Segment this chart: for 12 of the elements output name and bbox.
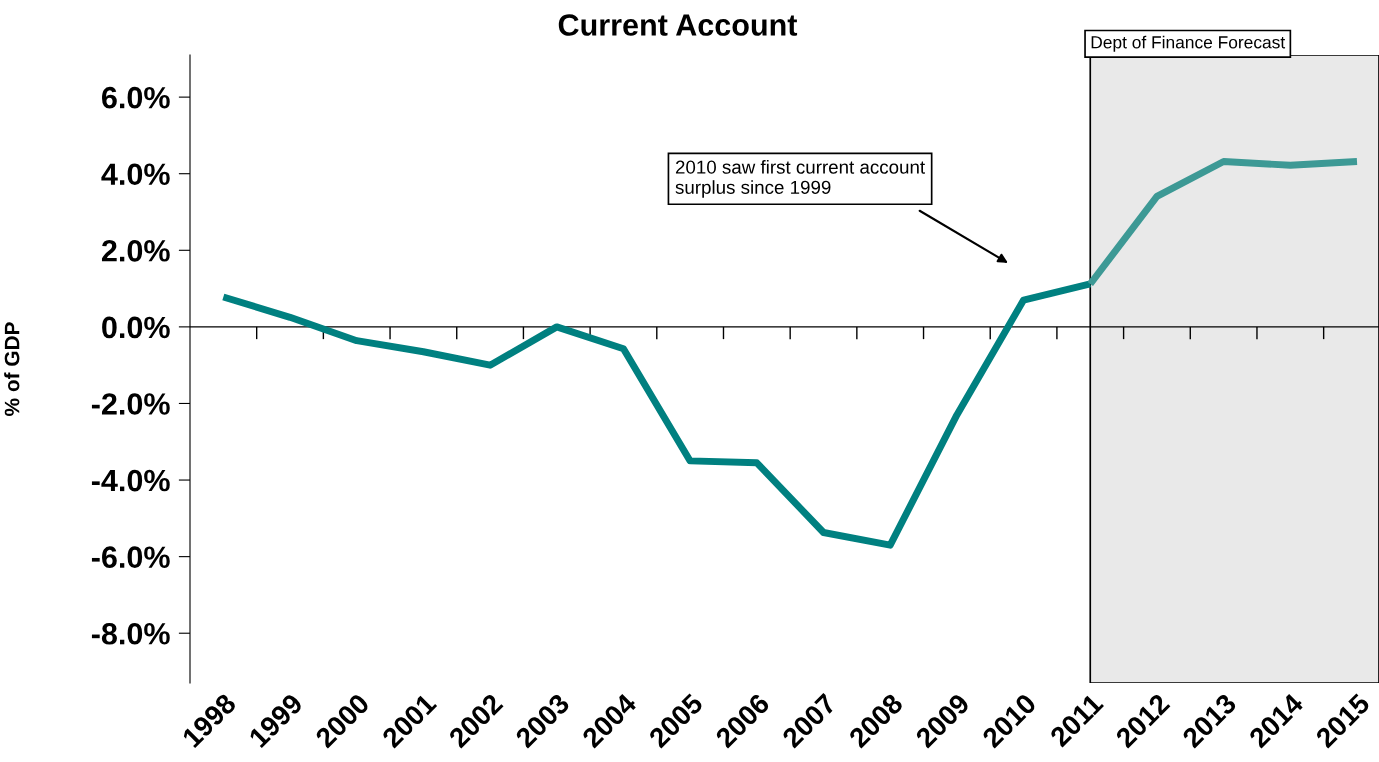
y-tick-label: 2.0% bbox=[101, 240, 170, 262]
y-tick-label: -2.0% bbox=[91, 393, 170, 415]
y-axis-title: % of GDP bbox=[4, 322, 20, 416]
chart-title: Current Account bbox=[558, 14, 798, 36]
y-tick-label: -6.0% bbox=[91, 546, 170, 569]
y-tick-label: -8.0% bbox=[91, 622, 170, 645]
annotation: 2010 saw first current account surplus since 1999 bbox=[675, 160, 925, 198]
y-tick-label: 0.0% bbox=[102, 316, 170, 339]
y-tick-label: -4.0% bbox=[91, 469, 170, 492]
band-label: Dept of Finance Forecast bbox=[1091, 35, 1286, 52]
y-tick-label: 6.0% bbox=[102, 86, 170, 109]
y-tick-label: 4.0% bbox=[101, 163, 170, 186]
